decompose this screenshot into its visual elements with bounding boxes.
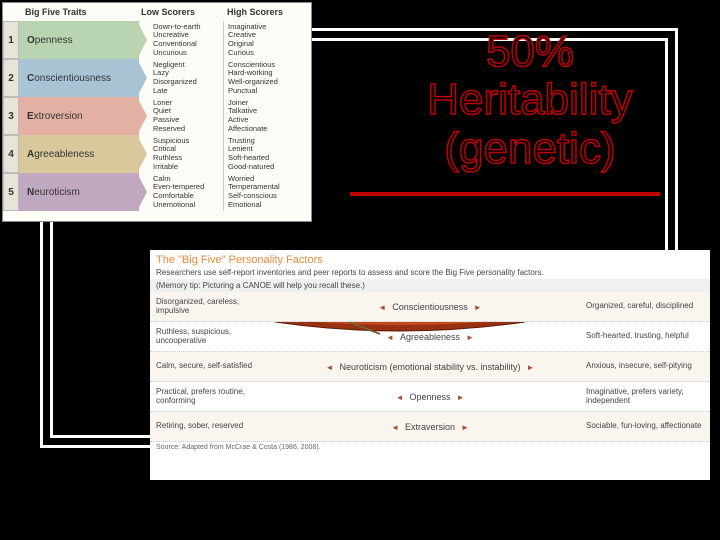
canoe-title: The "Big Five" Personality Factors bbox=[150, 250, 710, 268]
trait-high: JoinerTalkativeActiveAffectionate bbox=[223, 97, 307, 135]
trait-label: Agreeableness bbox=[19, 135, 139, 173]
big-five-trait-table: Big Five Traits Low Scorers High Scorers… bbox=[2, 2, 312, 222]
header-low: Low Scorers bbox=[139, 7, 225, 17]
canoe-factor: Neuroticism (emotional stability vs. ins… bbox=[280, 362, 580, 372]
trait-label: Neuroticism bbox=[19, 173, 139, 211]
trait-low: Down-to-earthUncreativeConventionalUncur… bbox=[139, 21, 223, 59]
canoe-row: Calm, secure, self-satisfiedNeuroticism … bbox=[150, 352, 710, 382]
trait-low: CalmEven-temperedComfortableUnemotional bbox=[139, 173, 223, 211]
red-underline bbox=[350, 192, 660, 196]
heritability-label: Heritability bbox=[380, 76, 680, 124]
trait-high: WorriedTemperamentalSelf-consciousEmotio… bbox=[223, 173, 307, 211]
trait-number: 1 bbox=[3, 21, 19, 59]
canoe-row: Ruthless, suspicious, uncooperativeAgree… bbox=[150, 322, 710, 352]
trait-label: Extroversion bbox=[19, 97, 139, 135]
canoe-left: Practical, prefers routine, conforming bbox=[150, 388, 280, 406]
heritability-percent: 50% bbox=[380, 28, 680, 76]
canoe-left: Retiring, sober, reserved bbox=[150, 422, 280, 431]
trait-high: ConscientiousHard-workingWell-organizedP… bbox=[223, 59, 307, 97]
canoe-subtitle: Researchers use self-report inventories … bbox=[150, 268, 710, 279]
canoe-right: Soft-hearted, trusting, helpful bbox=[580, 332, 710, 341]
trait-low: LonerQuietPassiveReserved bbox=[139, 97, 223, 135]
canoe-row: Disorganized, careless, impulsiveConscie… bbox=[150, 292, 710, 322]
trait-number: 4 bbox=[3, 135, 19, 173]
canoe-right: Sociable, fun-loving, affectionate bbox=[580, 422, 710, 431]
trait-row: 1OpennessDown-to-earthUncreativeConventi… bbox=[3, 21, 311, 59]
canoe-left: Disorganized, careless, impulsive bbox=[150, 298, 280, 316]
canoe-right: Anxious, insecure, self-pitying bbox=[580, 362, 710, 371]
trait-number: 3 bbox=[3, 97, 19, 135]
trait-label: Openness bbox=[19, 21, 139, 59]
canoe-factor: Conscientiousness bbox=[280, 302, 580, 312]
canoe-row: Retiring, sober, reservedExtraversionSoc… bbox=[150, 412, 710, 442]
canoe-factor: Openness bbox=[280, 392, 580, 402]
canoe-table: The "Big Five" Personality Factors Resea… bbox=[150, 250, 710, 480]
canoe-source: Source: Adapted from McCrae & Costa (198… bbox=[150, 442, 710, 453]
trait-row: 3ExtroversionLonerQuietPassiveReservedJo… bbox=[3, 97, 311, 135]
canoe-right: Imaginative, prefers variety, independen… bbox=[580, 388, 710, 406]
trait-row: 5NeuroticismCalmEven-temperedComfortable… bbox=[3, 173, 311, 211]
canoe-left: Ruthless, suspicious, uncooperative bbox=[150, 328, 280, 346]
header-traits: Big Five Traits bbox=[19, 7, 139, 17]
trait-number: 5 bbox=[3, 173, 19, 211]
heritability-genetic: (genetic) bbox=[380, 125, 680, 173]
heritability-text: 50% Heritability (genetic) bbox=[380, 28, 680, 173]
canoe-memory-tip: (Memory tip: Picturing a CANOE will help… bbox=[150, 279, 710, 292]
trait-number: 2 bbox=[3, 59, 19, 97]
trait-row: 4AgreeablenessSuspiciousCriticalRuthless… bbox=[3, 135, 311, 173]
trait-high: TrustingLenientSoft-heartedGood-natured bbox=[223, 135, 307, 173]
canoe-right: Organized, careful, disciplined bbox=[580, 302, 710, 311]
trait-row: 2ConscientiousnessNegligentLazyDisorgani… bbox=[3, 59, 311, 97]
canoe-row: Practical, prefers routine, conformingOp… bbox=[150, 382, 710, 412]
canoe-factor: Extraversion bbox=[280, 422, 580, 432]
trait-low: SuspiciousCriticalRuthlessIrritable bbox=[139, 135, 223, 173]
trait-table-header: Big Five Traits Low Scorers High Scorers bbox=[3, 3, 311, 21]
trait-low: NegligentLazyDisorganizedLate bbox=[139, 59, 223, 97]
trait-label: Conscientiousness bbox=[19, 59, 139, 97]
trait-high: ImaginativeCreativeOriginalCurious bbox=[223, 21, 307, 59]
canoe-left: Calm, secure, self-satisfied bbox=[150, 362, 280, 371]
canoe-factor: Agreeableness bbox=[280, 332, 580, 342]
header-high: High Scorers bbox=[225, 7, 311, 17]
